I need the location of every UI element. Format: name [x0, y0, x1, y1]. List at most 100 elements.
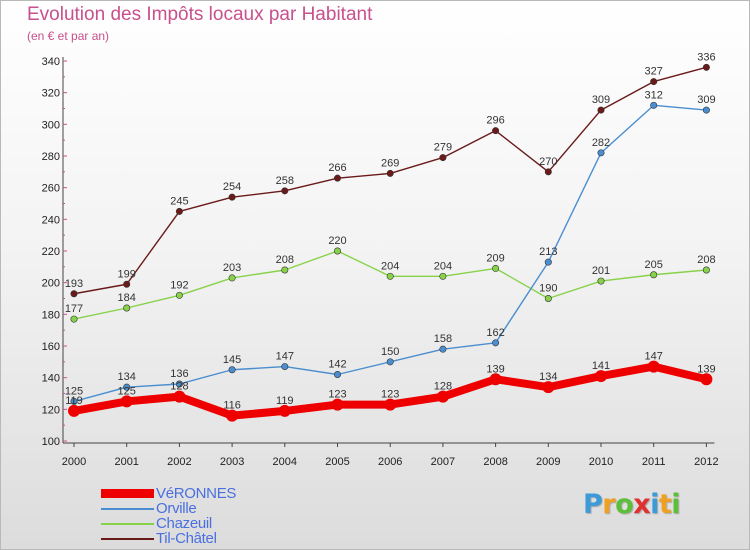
legend-label-veronnes: VéRONNES — [156, 485, 237, 502]
y-tick-label: 220 — [42, 246, 60, 258]
legend-label-chazeuil: Chazeuil — [156, 515, 212, 532]
x-tick-label: 2003 — [220, 456, 244, 468]
data-point — [228, 193, 236, 201]
data-label: 150 — [381, 346, 399, 358]
y-tick-label: 160 — [42, 341, 60, 353]
data-label: 205 — [645, 259, 663, 271]
data-point — [489, 373, 502, 386]
data-label: 162 — [486, 327, 504, 339]
data-point — [542, 381, 555, 394]
data-point — [226, 409, 239, 422]
legend-label-orville: Orville — [156, 500, 197, 517]
data-point — [70, 290, 78, 298]
data-point — [175, 207, 183, 215]
data-point — [281, 266, 289, 274]
data-label: 119 — [65, 395, 83, 407]
data-point — [595, 370, 607, 383]
x-tick-label: 2011 — [642, 456, 666, 468]
data-point — [439, 272, 447, 280]
data-point — [436, 390, 449, 403]
data-point — [597, 149, 605, 157]
data-point — [597, 106, 605, 114]
data-label: 213 — [539, 246, 557, 258]
data-point — [439, 154, 447, 162]
data-label: 134 — [539, 371, 557, 383]
data-label: 142 — [328, 359, 346, 371]
x-tick-label: 2004 — [273, 456, 297, 468]
data-point — [333, 247, 341, 255]
data-point — [120, 395, 133, 408]
data-label: 254 — [223, 181, 241, 193]
data-label: 336 — [697, 51, 715, 63]
x-tick-label: 2005 — [325, 456, 349, 468]
data-label: 123 — [381, 389, 399, 401]
data-point — [175, 291, 183, 299]
x-tick-label: 2010 — [589, 456, 613, 468]
data-point — [331, 398, 344, 411]
data-point — [439, 345, 447, 353]
brand-letter: o — [615, 489, 634, 520]
data-point — [70, 397, 78, 405]
y-tick-label: 140 — [42, 373, 60, 385]
data-label: 296 — [486, 115, 504, 127]
brand-letter: r — [602, 489, 616, 520]
data-label: 147 — [645, 351, 663, 363]
data-label: 270 — [539, 156, 557, 168]
data-point — [492, 339, 500, 347]
data-point — [175, 380, 183, 388]
data-label: 203 — [223, 262, 241, 274]
y-tick-label: 300 — [42, 119, 60, 131]
data-point — [492, 264, 500, 272]
data-label: 190 — [539, 283, 557, 295]
y-tick-label: 240 — [42, 214, 60, 226]
data-point — [228, 274, 236, 282]
data-point — [70, 315, 78, 323]
data-label: 123 — [328, 389, 346, 401]
data-point — [702, 266, 710, 274]
data-point — [650, 78, 658, 86]
data-label: 147 — [276, 351, 294, 363]
data-point — [278, 404, 291, 417]
data-point — [281, 363, 289, 371]
x-tick-label: 2012 — [694, 456, 718, 468]
data-point — [492, 127, 500, 135]
data-label: 201 — [592, 265, 610, 277]
data-label: 125 — [118, 385, 136, 397]
data-point — [386, 272, 394, 280]
data-label: 158 — [434, 333, 452, 345]
legend-swatch-chazeuil — [101, 523, 154, 525]
data-label: 282 — [592, 137, 610, 149]
data-point — [597, 277, 605, 285]
y-tick-label: 180 — [42, 309, 60, 321]
data-label: 245 — [170, 195, 188, 207]
data-label: 279 — [434, 142, 452, 154]
legend-swatch-til-chatel — [101, 538, 154, 540]
data-point — [702, 106, 710, 114]
data-point — [650, 101, 658, 109]
x-tick-label: 2006 — [378, 456, 402, 468]
y-tick-label: 120 — [42, 404, 60, 416]
data-point — [700, 373, 713, 386]
legend-swatch-veronnes — [101, 489, 154, 498]
y-tick-label: 200 — [42, 278, 60, 290]
data-label: 128 — [434, 381, 452, 393]
chart-title: Evolution des Impôts locaux par Habitant — [27, 4, 373, 25]
data-point — [281, 187, 289, 195]
data-point — [333, 174, 341, 182]
data-label: 139 — [486, 363, 504, 375]
data-label: 209 — [486, 252, 504, 264]
data-label: 208 — [276, 254, 294, 266]
data-point — [650, 271, 658, 279]
x-tick-label: 2009 — [536, 456, 560, 468]
data-point — [123, 280, 131, 288]
data-label: 125 — [65, 385, 83, 397]
data-label: 199 — [118, 268, 136, 280]
brand-letter: i — [650, 489, 659, 520]
data-label: 177 — [65, 303, 83, 315]
y-tick-label: 280 — [42, 151, 60, 163]
y-tick-label: 340 — [42, 56, 60, 68]
data-label: 119 — [276, 395, 294, 407]
chart-subtitle: (en € et par an) — [27, 29, 110, 43]
data-point — [386, 169, 394, 177]
